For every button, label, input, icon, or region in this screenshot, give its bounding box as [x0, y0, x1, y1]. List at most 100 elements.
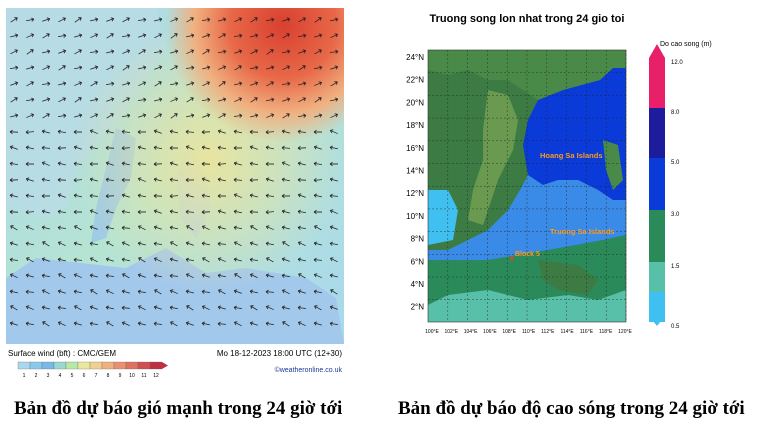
wind-arrow — [329, 145, 339, 150]
wind-arrow — [25, 17, 35, 22]
wind-arrow — [217, 305, 226, 310]
wind-arrow — [105, 225, 114, 230]
wind-arrow — [249, 321, 258, 326]
wind-arrow — [57, 257, 66, 262]
place-truong-sa: Truong Sa Islands — [550, 227, 615, 236]
wind-arrow — [265, 145, 274, 150]
wind-arrow — [329, 305, 338, 310]
wind-arrow — [266, 113, 275, 118]
wind-arrow — [153, 49, 163, 54]
wind-arrow — [57, 113, 67, 118]
wind-arrow — [217, 257, 226, 262]
wind-arrow — [330, 33, 338, 39]
wind-arrow — [233, 289, 242, 294]
latitude-label: 10°N — [406, 212, 424, 221]
wind-arrow — [122, 273, 130, 279]
wind-arrow — [329, 49, 339, 54]
longitude-label: 104°E — [464, 329, 478, 335]
wind-arrow — [313, 241, 322, 246]
wind-arrow — [9, 289, 18, 294]
wind-scale-label: 10 — [129, 373, 135, 379]
wind-arrow — [282, 49, 291, 54]
wind-arrow — [169, 225, 179, 230]
wind-arrow — [217, 49, 227, 54]
wind-arrow — [26, 65, 35, 70]
wind-arrow — [233, 257, 242, 262]
wind-arrow — [154, 257, 162, 263]
wind-scale-label: 1 — [23, 373, 26, 379]
wind-strong-zone — [6, 8, 344, 344]
wind-arrow — [57, 145, 67, 151]
wind-arrow — [105, 145, 115, 151]
wind-arrow — [41, 209, 50, 214]
wind-arrow — [26, 113, 35, 118]
wind-arrow — [185, 161, 195, 166]
wind-arrow — [9, 129, 19, 135]
wind-arrow — [105, 161, 114, 166]
wind-arrow — [9, 257, 19, 262]
wind-arrow — [282, 289, 290, 295]
wind-arrow — [202, 81, 210, 87]
wave-forecast-map: Truong song lon nhat trong 24 gio toi Do… — [395, 8, 755, 386]
wind-arrow — [298, 241, 306, 247]
wind-arrow — [218, 289, 226, 295]
wind-arrow — [282, 17, 291, 22]
wind-arrow — [201, 17, 211, 22]
borneo-coast — [538, 260, 598, 295]
wind-scale-label: 11 — [141, 373, 146, 379]
longitude-label: 120°E — [618, 329, 632, 335]
wind-arrow — [58, 97, 66, 103]
latitude-label: 22°N — [406, 76, 424, 85]
wind-arrow — [105, 305, 114, 310]
wind-arrow — [250, 97, 258, 103]
wind-arrow — [234, 97, 242, 103]
wind-arrow — [121, 113, 131, 118]
wind-arrow — [186, 225, 194, 231]
latitude-label: 6°N — [411, 257, 425, 266]
wind-arrow — [153, 161, 163, 167]
wind-arrow — [25, 210, 35, 215]
wind-arrow — [265, 241, 275, 246]
latitude-labels: 24°N 22°N 20°N 18°N 16°N 14°N 12°N 10°N 8°N 6°N 4°… — [406, 53, 424, 312]
wind-arrow — [329, 177, 338, 182]
wind-arrow — [106, 97, 115, 102]
wind-arrow — [330, 289, 338, 295]
wind-arrow — [217, 145, 227, 150]
wind-arrow — [169, 81, 179, 86]
wind-arrow — [186, 113, 195, 118]
wind-arrow — [10, 273, 18, 279]
wind-arrow — [297, 161, 306, 166]
wind-arrow — [138, 33, 147, 38]
wind-arrow — [9, 193, 18, 198]
wind-arrow — [313, 145, 322, 150]
wind-arrow — [313, 257, 323, 262]
wind-arrow — [218, 113, 226, 119]
wind-arrow — [58, 17, 66, 23]
wind-arrow — [185, 177, 195, 183]
wave-legend-band — [649, 158, 665, 210]
longitude-label: 114°E — [560, 329, 574, 335]
wind-arrow — [217, 162, 227, 167]
wave-legend-title: Do cao song (m) — [660, 41, 712, 48]
wind-arrow — [42, 113, 50, 119]
place-hoang-sa: Hoang Sa Islands — [540, 151, 603, 160]
wind-arrow — [234, 65, 242, 71]
wind-arrow — [265, 321, 275, 326]
wind-arrow — [26, 257, 34, 263]
wind-arrow — [282, 65, 290, 71]
wind-arrow — [314, 225, 322, 231]
wind-arrow — [217, 129, 226, 134]
wind-arrow — [89, 209, 98, 214]
wind-arrow — [26, 81, 34, 87]
wind-arrow — [281, 209, 290, 214]
wind-arrow — [201, 273, 210, 278]
wind-arrow — [74, 49, 82, 55]
wind-arrow — [281, 145, 291, 150]
wind-arrow — [281, 129, 290, 134]
wind-arrow — [121, 146, 131, 151]
latitude-label: 20°N — [406, 98, 424, 107]
wind-arrow — [170, 65, 178, 71]
wind-arrow — [137, 161, 147, 166]
wind-arrow — [137, 145, 146, 150]
wind-arrow — [249, 129, 259, 135]
